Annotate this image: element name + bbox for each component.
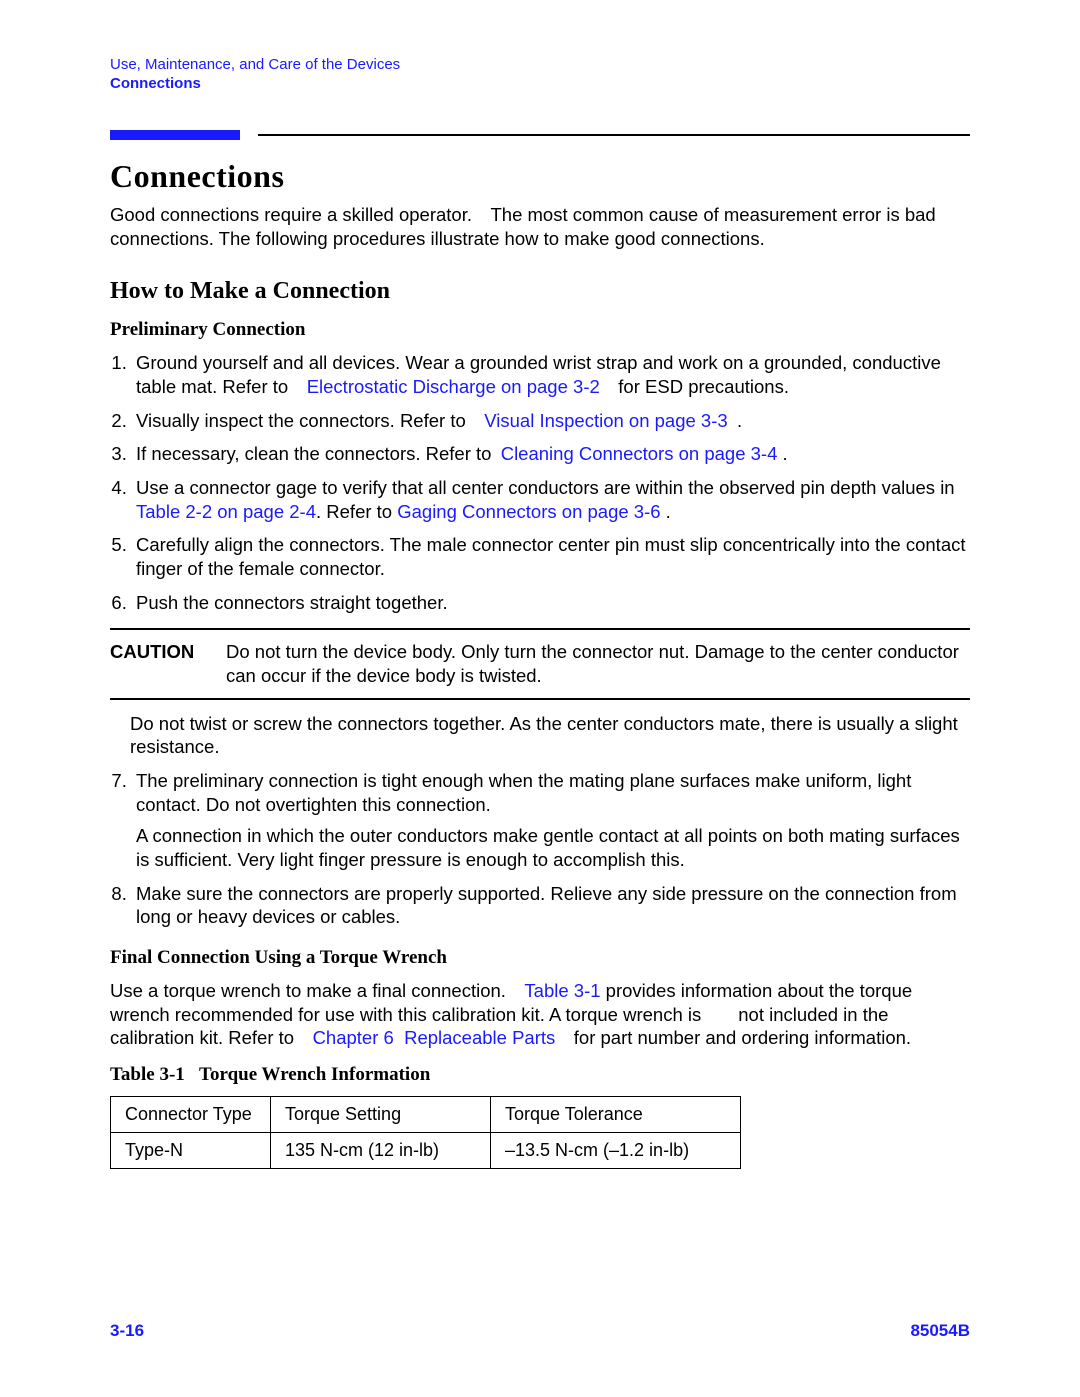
col-torque-tolerance: Torque Tolerance xyxy=(491,1097,741,1133)
link-cleaning-connectors[interactable]: Cleaning Connectors xyxy=(501,443,674,464)
link-gaging-connectors[interactable]: Gaging Connectors xyxy=(397,501,556,522)
caution-block: CAUTION Do not turn the device body. Onl… xyxy=(110,628,970,699)
horizontal-rule xyxy=(258,134,970,136)
table-caption-title: Torque Wrench Information xyxy=(199,1064,430,1085)
step-4-text-b: . xyxy=(661,501,671,522)
link-gaging-connectors-page[interactable]: on page 3-6 xyxy=(557,501,661,522)
running-header-chapter: Use, Maintenance, and Care of the Device… xyxy=(110,56,970,73)
step-3: If necessary, clean the connectors. Refe… xyxy=(132,442,970,466)
link-cleaning-connectors-page[interactable]: on page 3-4 xyxy=(673,443,777,464)
after-caution-paragraph: Do not twist or screw the connectors tog… xyxy=(130,712,970,759)
link-table-3-1[interactable]: Table 3-1 xyxy=(524,980,600,1001)
preliminary-steps-continued: The preliminary connection is tight enou… xyxy=(110,769,970,929)
step-7: The preliminary connection is tight enou… xyxy=(132,769,970,872)
torque-wrench-table: Connector Type Torque Setting Torque Tol… xyxy=(110,1096,741,1169)
link-esd[interactable]: Electrostatic Discharge xyxy=(307,376,496,397)
preliminary-heading: Preliminary Connection xyxy=(110,319,970,341)
table-header-row: Connector Type Torque Setting Torque Tol… xyxy=(111,1097,741,1133)
step-3-text-b: . xyxy=(777,443,787,464)
step-5: Carefully align the connectors. The male… xyxy=(132,533,970,580)
table-row: Type-N 135 N-cm (12 in-lb) –13.5 N-cm (–… xyxy=(111,1133,741,1169)
step-1-text-b: for ESD precautions. xyxy=(600,376,789,397)
link-table-2-2[interactable]: Table 2-2 on page 2-4 xyxy=(136,501,316,522)
col-connector-type: Connector Type xyxy=(111,1097,271,1133)
section-intro: Good connections require a skilled opera… xyxy=(110,203,970,250)
preliminary-steps: Ground yourself and all devices. Wear a … xyxy=(110,351,970,614)
step-7-p1: The preliminary connection is tight enou… xyxy=(136,770,911,815)
step-7-p2: A connection in which the outer conducto… xyxy=(136,824,970,871)
link-chapter-6[interactable]: Chapter 6 xyxy=(313,1027,394,1048)
subsection-title: How to Make a Connection xyxy=(110,278,970,305)
cell-connector-type: Type-N xyxy=(111,1133,271,1169)
caution-label: CAUTION xyxy=(110,640,226,687)
section-title: Connections xyxy=(110,158,970,195)
blue-accent-bar xyxy=(110,130,240,140)
step-4: Use a connector gage to verify that all … xyxy=(132,476,970,523)
running-header-section: Connections xyxy=(110,75,970,92)
final-text-b: for part number and ordering information… xyxy=(555,1027,911,1048)
link-esd-page[interactable]: on page 3-2 xyxy=(496,376,600,397)
final-connection-heading: Final Connection Using a Torque Wrench xyxy=(110,947,970,969)
table-caption: Table 3-1 Torque Wrench Information xyxy=(110,1064,970,1086)
page-number: 3-16 xyxy=(110,1321,144,1341)
step-6: Push the connectors straight together. xyxy=(132,591,970,615)
step-2-text-b: . xyxy=(728,410,742,431)
link-replaceable-parts[interactable]: Replaceable Parts xyxy=(404,1027,555,1048)
final-connection-paragraph: Use a torque wrench to make a final conn… xyxy=(110,979,970,1050)
link-visual-inspection[interactable]: Visual Inspection xyxy=(484,410,624,431)
final-text-a: Use a torque wrench to make a final conn… xyxy=(110,980,524,1001)
page-footer: 3-16 85054B xyxy=(110,1321,970,1341)
step-4-text-a: Use a connector gage to verify that all … xyxy=(136,477,955,498)
doc-number: 85054B xyxy=(910,1321,970,1341)
cell-torque-setting: 135 N-cm (12 in-lb) xyxy=(271,1133,491,1169)
step-3-text-a: If necessary, clean the connectors. Refe… xyxy=(136,443,501,464)
step-4-text-mid: . Refer to xyxy=(316,501,397,522)
step-1: Ground yourself and all devices. Wear a … xyxy=(132,351,970,398)
col-torque-setting: Torque Setting xyxy=(271,1097,491,1133)
link-visual-inspection-page[interactable]: on page 3-3 xyxy=(624,410,728,431)
step-2-text-a: Visually inspect the connectors. Refer t… xyxy=(136,410,484,431)
caution-text: Do not turn the device body. Only turn t… xyxy=(226,640,970,687)
table-caption-number: Table 3-1 xyxy=(110,1064,185,1085)
section-rule xyxy=(110,130,970,140)
step-8: Make sure the connectors are properly su… xyxy=(132,882,970,929)
cell-torque-tolerance: –13.5 N-cm (–1.2 in-lb) xyxy=(491,1133,741,1169)
step-2: Visually inspect the connectors. Refer t… xyxy=(132,409,970,433)
